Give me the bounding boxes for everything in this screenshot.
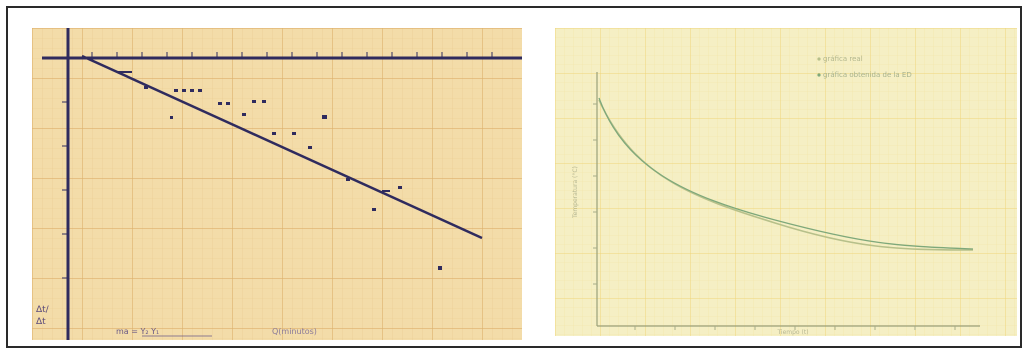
- left-graph-svg: Δt/ Δt ma = Y₂ Y₁ Q(minutos): [32, 28, 522, 340]
- right-grid: [555, 28, 1017, 336]
- left-graph-photo: Δt/ Δt ma = Y₂ Y₁ Q(minutos): [32, 28, 522, 340]
- right-xlabel: Tiempo (t): [776, 329, 808, 336]
- left-grid: [32, 28, 522, 340]
- right-ticks: [593, 103, 956, 330]
- left-axis-label-2: Δt: [36, 317, 46, 327]
- left-fit-line: [81, 54, 483, 240]
- right-ylabel: Temperatura (°C): [572, 166, 579, 219]
- right-graph-svg: gráfica real gráfica obtenida de la ED T…: [555, 28, 1017, 336]
- legend-marker-ed: [817, 73, 821, 77]
- legend-label-ed: gráfica obtenida de la ED: [823, 71, 912, 79]
- left-y-ticks: [62, 101, 68, 279]
- left-axis-label-1: Δt/: [36, 305, 50, 315]
- right-legend: gráfica real gráfica obtenida de la ED: [817, 55, 912, 79]
- left-bottom-note-right: Q(minutos): [272, 327, 317, 336]
- left-bottom-note-left: ma = Y₂ Y₁: [116, 327, 159, 336]
- right-graph-photo: gráfica real gráfica obtenida de la ED T…: [555, 28, 1017, 336]
- legend-marker-real: [817, 57, 821, 61]
- right-curve-ed: [598, 97, 974, 250]
- legend-label-real: gráfica real: [823, 55, 863, 63]
- left-data-points: [118, 71, 442, 270]
- figure-frame: Δt/ Δt ma = Y₂ Y₁ Q(minutos): [6, 6, 1022, 348]
- left-x-ticks: [91, 52, 493, 58]
